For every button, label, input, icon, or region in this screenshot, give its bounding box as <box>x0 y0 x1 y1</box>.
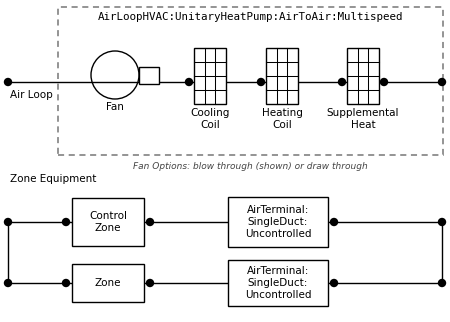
Text: Heating
Coil: Heating Coil <box>261 108 302 129</box>
Text: Zone Equipment: Zone Equipment <box>10 174 96 184</box>
Bar <box>72 198 144 246</box>
Circle shape <box>381 79 387 86</box>
Circle shape <box>438 79 446 86</box>
Bar <box>139 67 159 83</box>
Circle shape <box>63 279 69 287</box>
Text: Fan Options: blow through (shown) or draw through: Fan Options: blow through (shown) or dra… <box>133 162 368 171</box>
Text: Control
Zone: Control Zone <box>89 211 127 233</box>
Circle shape <box>438 219 446 225</box>
Text: Fan: Fan <box>106 102 124 112</box>
Text: Zone: Zone <box>95 278 121 288</box>
Bar <box>347 48 379 104</box>
Circle shape <box>4 279 12 287</box>
Circle shape <box>147 219 153 225</box>
Circle shape <box>257 79 265 86</box>
Bar <box>58 7 443 155</box>
Circle shape <box>185 79 193 86</box>
Text: AirTerminal:
SingleDuct:
Uncontrolled: AirTerminal: SingleDuct: Uncontrolled <box>245 266 311 299</box>
Circle shape <box>63 219 69 225</box>
Text: AirTerminal:
SingleDuct:
Uncontrolled: AirTerminal: SingleDuct: Uncontrolled <box>245 205 311 239</box>
Circle shape <box>330 279 338 287</box>
Circle shape <box>438 279 446 287</box>
Bar <box>72 264 144 302</box>
Circle shape <box>4 219 12 225</box>
Circle shape <box>338 79 346 86</box>
Text: Supplemental
Heat: Supplemental Heat <box>327 108 399 129</box>
Text: Cooling
Coil: Cooling Coil <box>190 108 230 129</box>
Circle shape <box>147 279 153 287</box>
Circle shape <box>330 219 338 225</box>
Bar <box>228 197 328 247</box>
Text: AirLoopHVAC:UnitaryHeatPump:AirToAir:Multispeed: AirLoopHVAC:UnitaryHeatPump:AirToAir:Mul… <box>98 12 403 22</box>
Bar <box>228 260 328 306</box>
Text: Air Loop: Air Loop <box>10 90 53 100</box>
Circle shape <box>4 79 12 86</box>
Bar <box>266 48 298 104</box>
Bar <box>194 48 226 104</box>
